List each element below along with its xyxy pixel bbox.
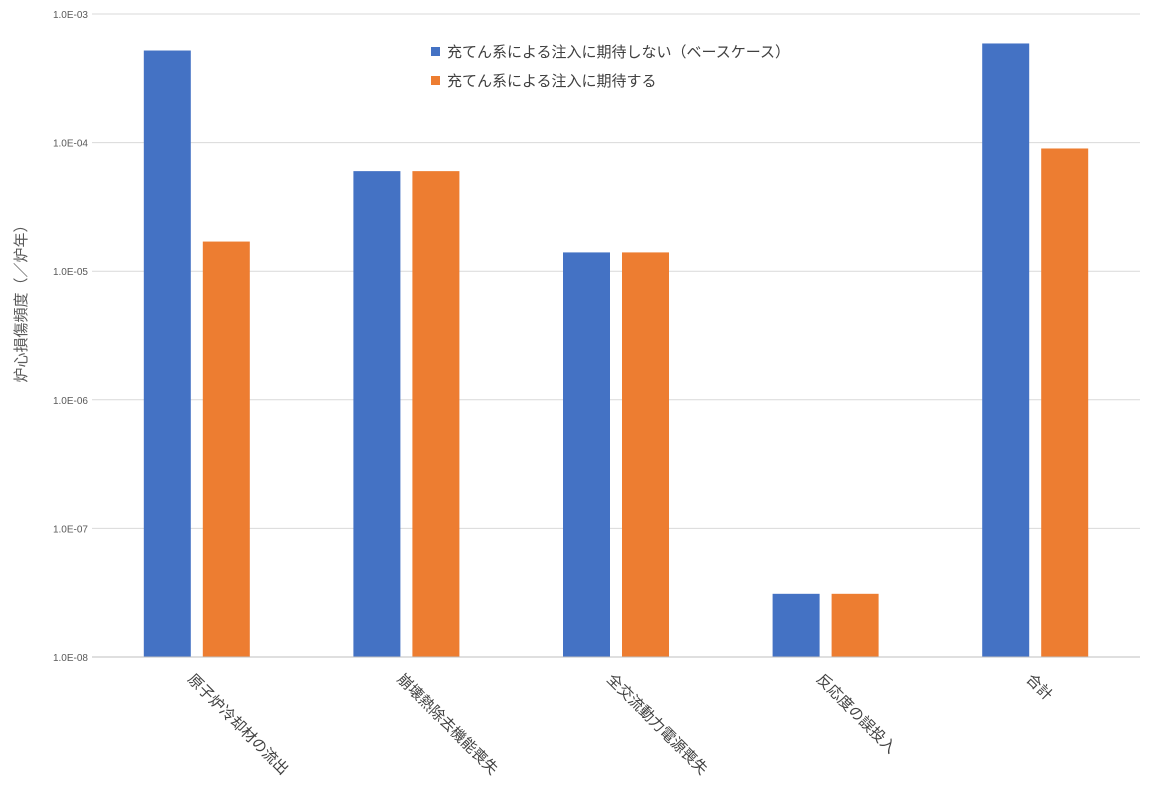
x-category-label: 合計 <box>1022 670 1056 704</box>
bar <box>831 593 879 657</box>
x-category-label: 原子炉冷却材の流出 <box>184 670 292 778</box>
legend-swatch-charging <box>431 76 440 85</box>
bars <box>143 43 1089 657</box>
y-axis-label: 炉心損傷頻度（／炉年） <box>12 217 30 382</box>
bar <box>1041 148 1089 657</box>
bar <box>353 171 401 657</box>
x-axis-categories: 原子炉冷却材の流出 崩壊熱除去機能喪失 全交流動力電源喪失 反応度の誤投入 合計 <box>184 670 1056 778</box>
legend-label-charging: 充てん系による注入に期待する <box>447 72 657 90</box>
x-category-label: 反応度の誤投入 <box>813 670 900 757</box>
legend: 充てん系による注入に期待しない（ベースケース） 充てん系による注入に期待する <box>431 43 790 90</box>
x-category-label: 崩壊熱除去機能喪失 <box>394 670 502 778</box>
bar <box>563 252 610 657</box>
y-tick-label: 1.0E-05 <box>53 267 88 278</box>
gridlines <box>92 13 1140 529</box>
bar <box>143 50 191 657</box>
bar <box>412 171 460 657</box>
x-category-label: 全交流動力電源喪失 <box>603 670 711 778</box>
bar <box>982 43 1030 657</box>
bar <box>772 593 820 657</box>
y-tick-label: 1.0E-07 <box>53 524 88 535</box>
legend-swatch-base <box>431 47 440 56</box>
y-tick-label: 1.0E-08 <box>53 653 88 664</box>
bar <box>202 241 250 657</box>
bar <box>622 252 669 657</box>
y-tick-label: 1.0E-03 <box>53 10 88 21</box>
y-tick-label: 1.0E-06 <box>53 396 88 407</box>
y-tick-label: 1.0E-04 <box>53 139 88 150</box>
y-axis-ticks: 1.0E-08 1.0E-07 1.0E-06 1.0E-05 1.0E-04 1.0E-… <box>53 10 88 664</box>
legend-label-base: 充てん系による注入に期待しない（ベースケース） <box>447 43 790 61</box>
